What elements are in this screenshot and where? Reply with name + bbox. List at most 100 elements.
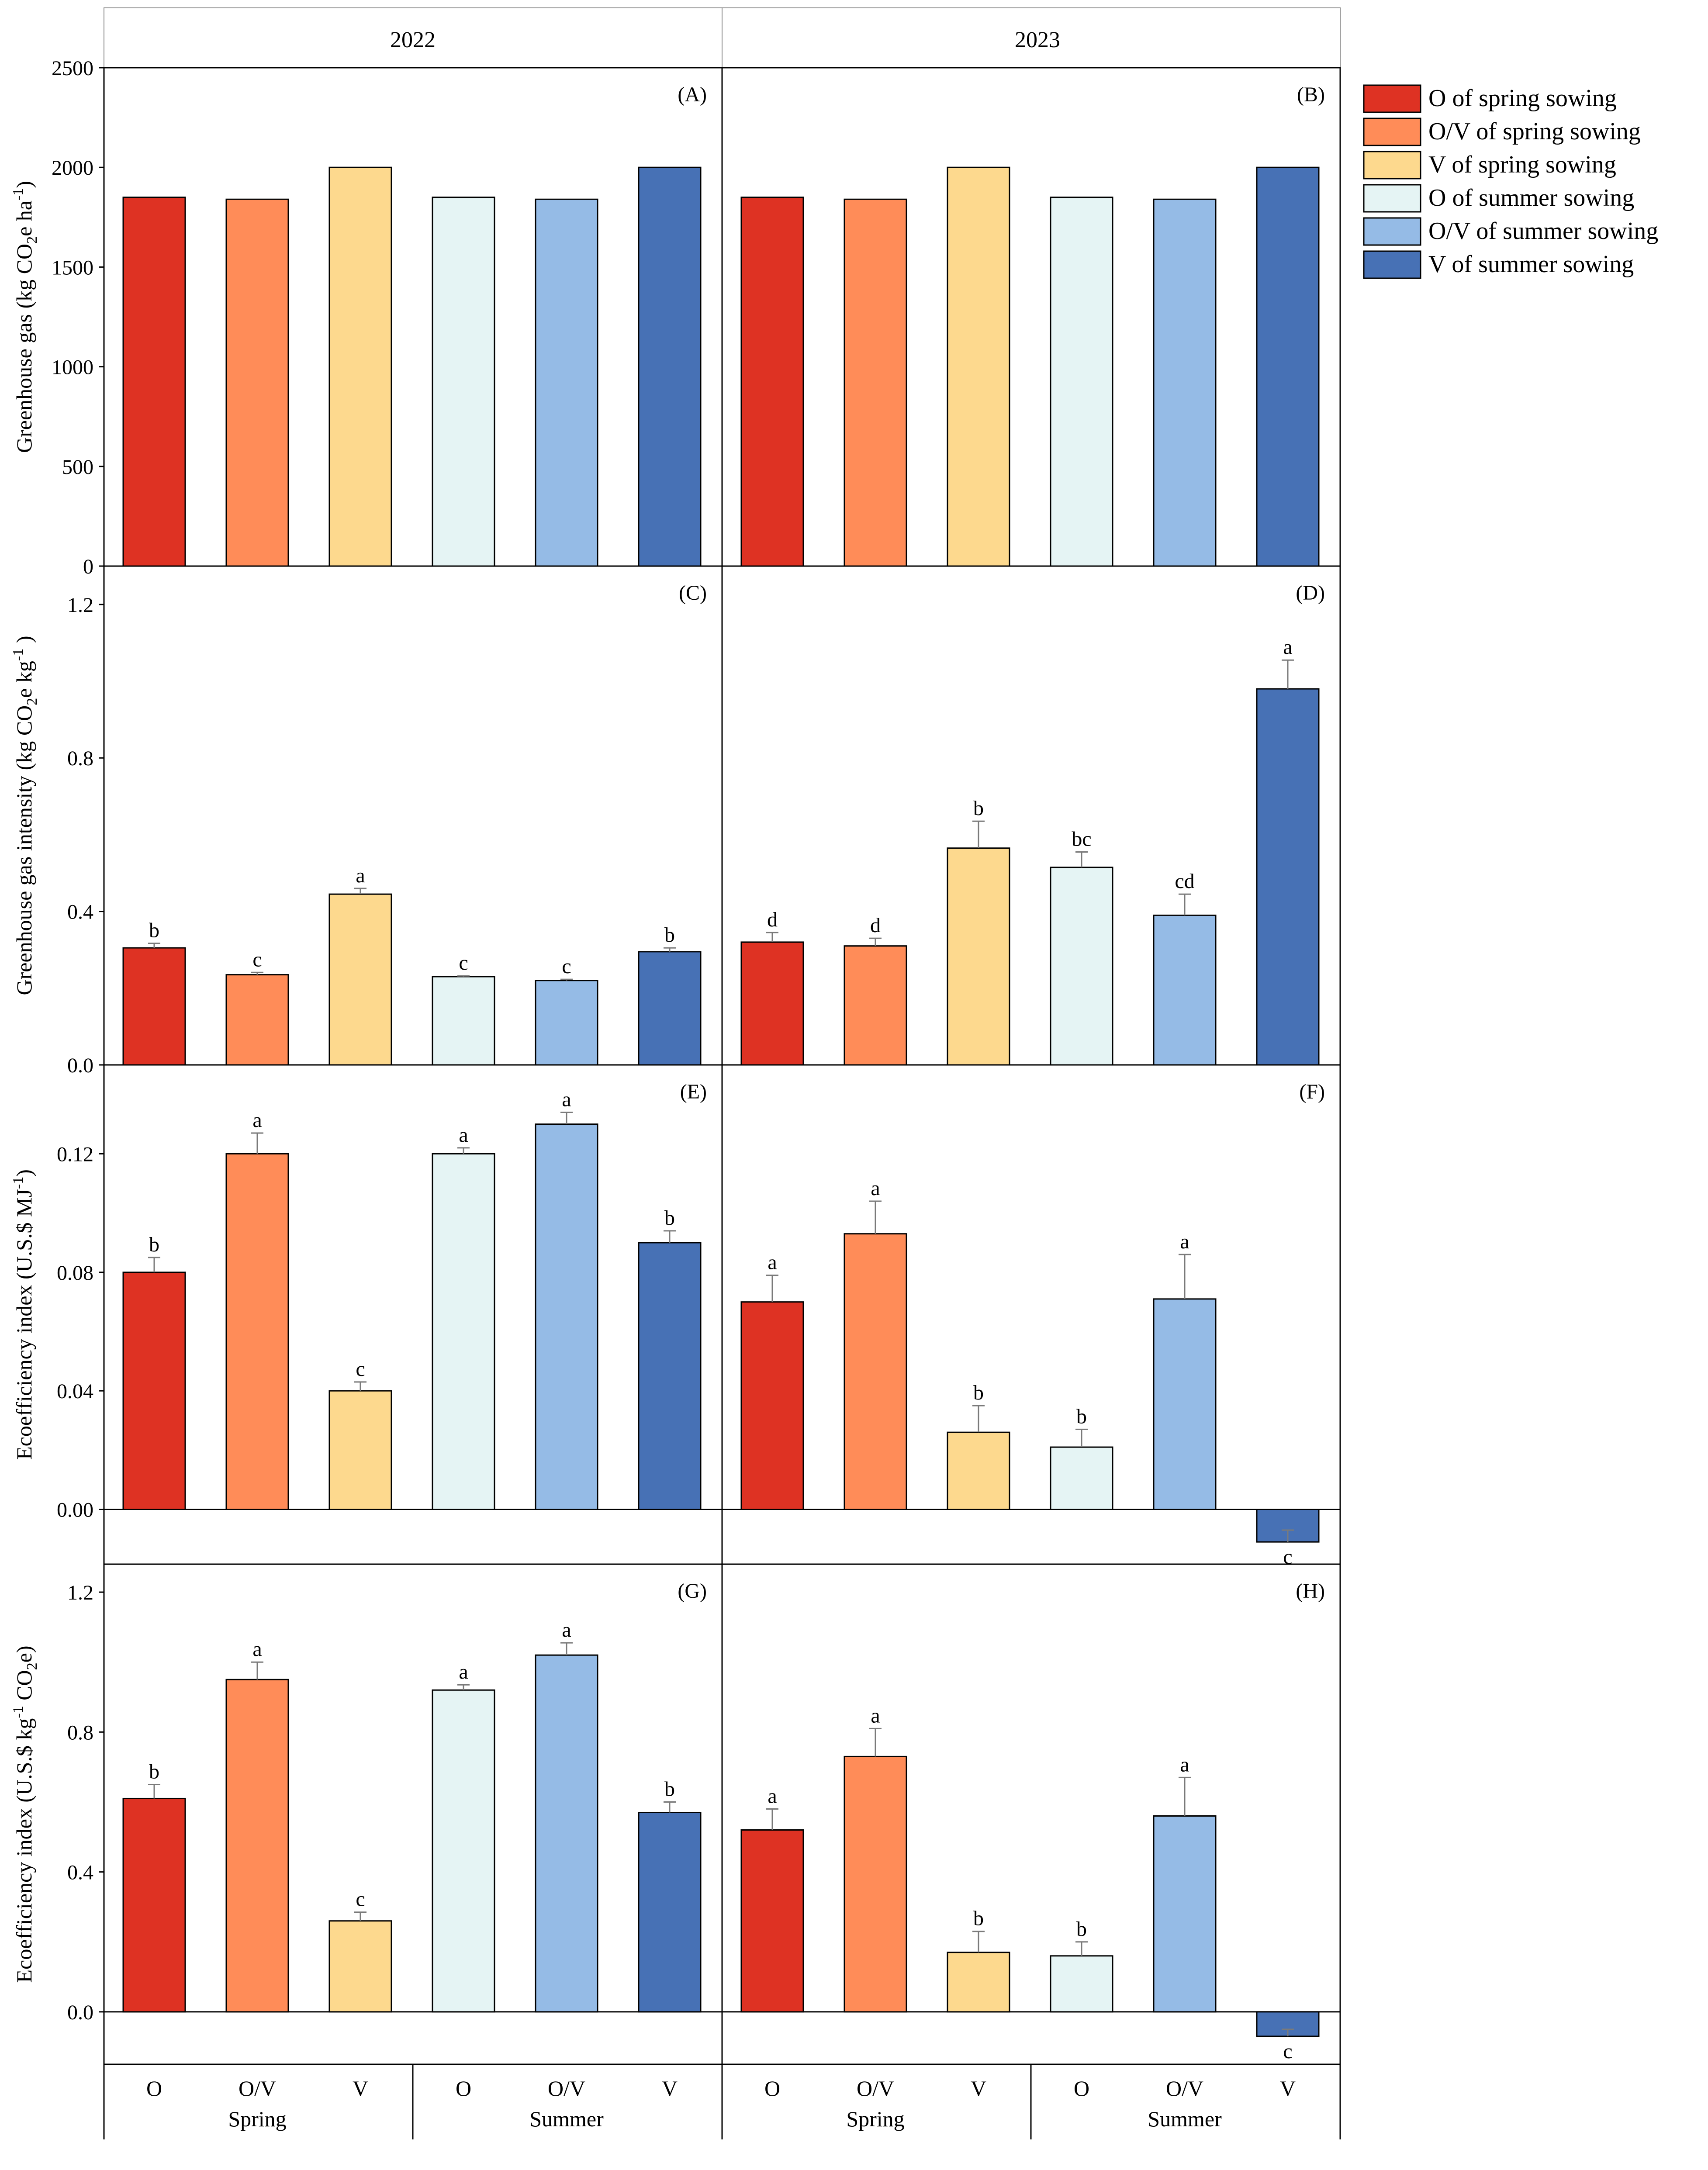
bar-o-spring [740,1829,804,2013]
significance-letter: b [973,1381,984,1404]
panel-label: (E) [680,1080,707,1103]
legend-label: O/V of summer sowing [1428,218,1658,245]
bar-v-spring [328,1920,392,2013]
y-tick-label: 500 [62,456,93,479]
y-tick-label: 0.04 [57,1380,93,1403]
significance-letter: a [1283,636,1292,659]
significance-letter: c [356,1358,365,1381]
panel-label: (B) [1297,83,1325,106]
legend-label: O/V of spring sowing [1428,118,1641,145]
chart-row-2: 0.0 0.4 0.8 1.2 Greenhouse gas intensity (kg… [10,581,1325,1077]
significance-letter: b [149,1760,159,1783]
legend: O of spring sowing O/V of spring sowing V … [1363,84,1658,279]
significance-letter: a [1180,1230,1189,1253]
bar-ov-spring [225,198,289,567]
y-axis-title-part: 2 [24,236,40,244]
bar-o-summer [432,1153,495,1510]
x-treatment-label: V [1280,2076,1296,2101]
significance-letter: d [767,908,778,931]
bar-ov-summer [535,198,598,567]
x-treatment-label: O [146,2076,162,2101]
bar-o-spring [740,1301,804,1510]
significance-letter: b [149,1233,159,1256]
bar-ov-spring [225,1679,289,2013]
significance-letter: b [1076,1405,1087,1428]
y-axis-title-part: 2 [24,1662,40,1670]
y-axis-title-part: -1 [10,1706,26,1718]
significance-letter: c [1283,1545,1292,1569]
panel-grid-frame [103,67,1341,2139]
y-tick-label: 2000 [52,156,93,180]
legend-label: V of summer sowing [1428,251,1634,278]
y-axis-title-part: e ha [12,200,36,236]
significance-letter: b [664,1206,675,1230]
y-axis-title-part: Greenhouse gas (kg CO [12,244,36,453]
bar-o-spring [122,947,186,1066]
panel-label: (F) [1299,1080,1325,1103]
year-label-2022: 2022 [390,28,436,52]
bar-ov-spring [844,945,907,1066]
bar-ov-spring [844,1233,907,1510]
y-tick-label: 0.4 [67,1861,93,1884]
chart-row-4: 0.0 0.4 0.8 1.2 Ecoefficiency index (U.S.$ k… [10,1579,1340,2063]
significance-letter: a [252,1109,262,1132]
significance-letter: cd [1175,870,1194,893]
y-tick-label: 0.00 [57,1499,93,1522]
significance-letter: b [1076,1918,1087,1941]
y-axis-title-part: Greenhouse gas intensity (kg CO [12,705,36,995]
legend-label: V of spring sowing [1428,151,1616,178]
bar-o-summer [1050,1446,1113,1510]
y-tick-label: 2500 [52,57,93,80]
panel-f: (F) a a b b a c [722,1080,1340,1569]
x-group-label-spring: Spring [846,2107,904,2131]
panel-label: (A) [678,83,707,106]
year-label-2023: 2023 [1015,28,1060,52]
x-treatment-label: O [764,2076,780,2101]
bar-v-summer [638,1242,702,1510]
bar-o-summer [432,976,495,1066]
y-tick-label: 0.12 [57,1143,93,1166]
y-axis-title-part: ) [12,181,36,188]
x-treatment-label: O [1074,2076,1089,2101]
bar-o-summer [1050,197,1113,567]
y-axis-title: Ecoefficiency index (U.S.$ MJ-1) [10,1169,36,1460]
bar-o-spring [122,197,186,567]
significance-letter: a [871,1177,880,1200]
significance-letter: a [252,1638,262,1661]
bar-o-spring [740,197,804,567]
y-axis-title-part: ) [12,636,36,649]
y-tick-label: 0.0 [67,1054,93,1077]
y-axis-title-part: ) [12,1169,36,1177]
legend-label: O of summer sowing [1428,184,1634,211]
x-category-table: O O/V V O O/V V Spring Summer O O/V V O O/V V Spring Su… [103,2064,1341,2139]
bar-ov-spring [844,1755,907,2013]
bar-ov-summer [1153,1815,1217,2013]
x-group-label-summer: Summer [1148,2107,1222,2131]
x-treatment-label: V [971,2076,986,2101]
significance-letter: bc [1072,827,1091,850]
y-tick-label: 0.8 [67,1721,93,1744]
bar-v-summer [638,1811,702,2013]
y-tick-label: 0.08 [57,1261,93,1285]
significance-letter: c [1283,2040,1292,2063]
bar-v-summer [638,166,702,567]
chart-row-3: 0.00 0.04 0.08 0.12 Ecoefficiency index (U.S… [10,1080,1340,1569]
x-treatment-label: V [353,2076,368,2101]
bar-ov-summer [1153,198,1217,567]
bar-ov-summer [535,1123,598,1510]
panel-d: (D) d d b bc cd a [740,581,1325,1066]
y-tick-label: 1.2 [67,594,93,617]
significance-letter: b [664,1777,675,1800]
significance-letter: c [562,955,571,978]
bar-v-summer [638,951,702,1066]
x-treatment-label: O/V [239,2076,276,2101]
bar-o-summer [432,197,495,567]
bar-ov-summer [1153,914,1217,1066]
significance-letter: a [562,1618,571,1641]
significance-letter: a [871,1704,880,1727]
y-axis-title-part: -1 [10,649,26,661]
y-axis-title-part: e) [12,1646,36,1663]
panel-label: (G) [678,1579,707,1603]
bar-v-spring [947,1431,1010,1510]
